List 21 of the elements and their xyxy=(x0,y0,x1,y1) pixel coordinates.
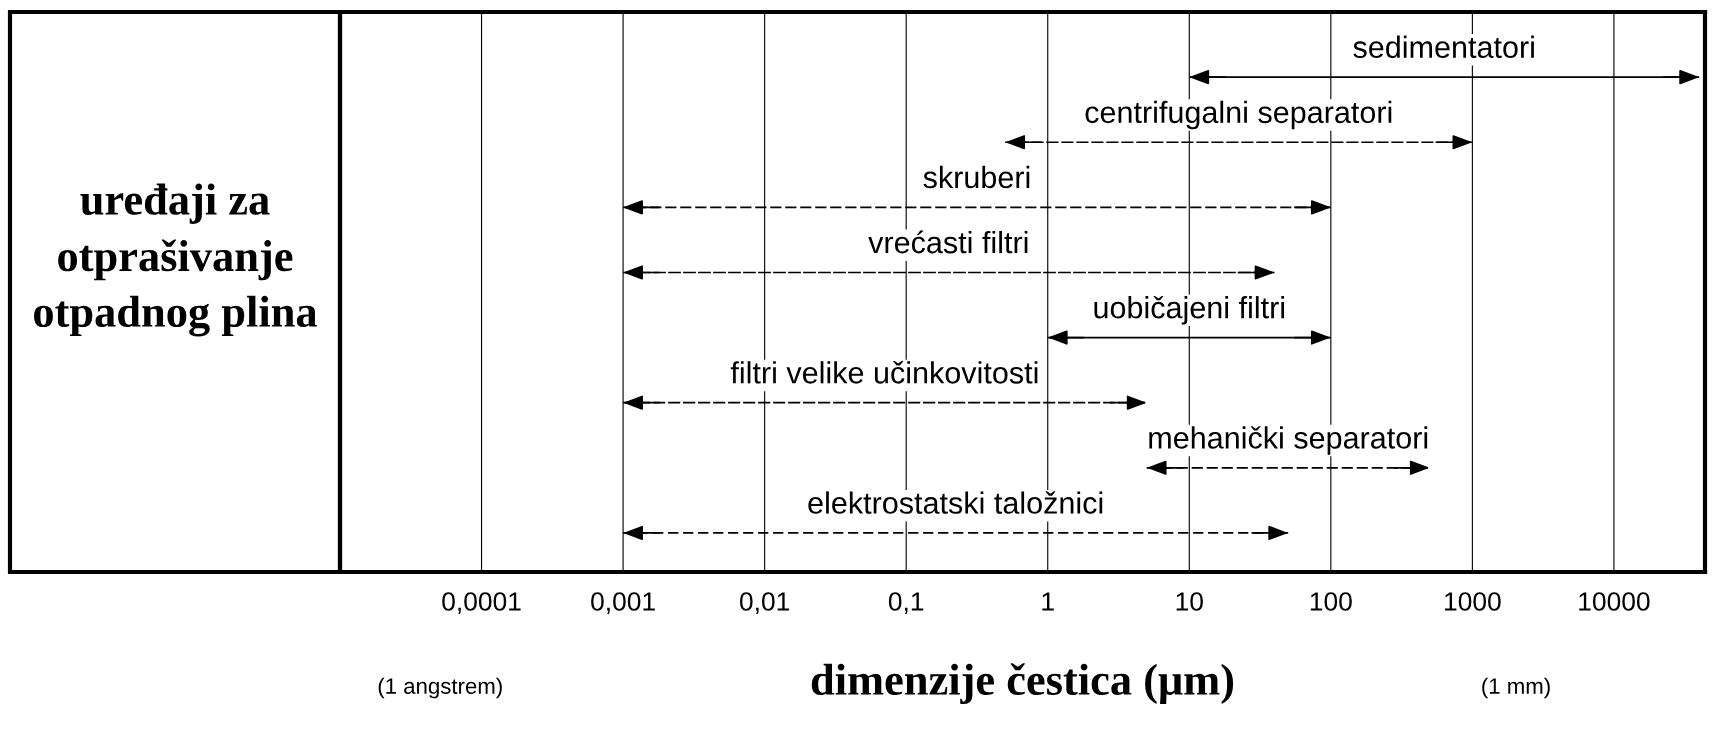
x-tick-label: 0,001 xyxy=(591,592,655,614)
y-tick-label: filtri velike učinkovitosti xyxy=(730,361,1038,384)
y-tick-label: mehanički separatori xyxy=(1149,426,1428,455)
x-tick-label: 1 xyxy=(1042,592,1054,611)
x-tick-label: 100 xyxy=(1310,592,1352,611)
x-tick-label: 0,1 xyxy=(888,592,924,614)
y-tick-label: elektrostatski taložnici xyxy=(808,491,1103,514)
x-tick-label: 1000 xyxy=(1445,592,1501,611)
x-tick-label: 0,0001 xyxy=(442,592,521,614)
y-axis-title: uređaji za otprašivanje otpadnog plina xyxy=(34,183,317,337)
y-tick-label: skruberi xyxy=(923,165,1030,189)
x-tick-label: 0,01 xyxy=(739,592,790,614)
x-axis-title: dimenzije čestica (μm) xyxy=(811,663,1234,705)
text: (1 angstrem) xyxy=(378,677,502,699)
y-tick-label: centrifugalni separatori xyxy=(1085,100,1392,130)
x-tick-label: 10 xyxy=(1176,592,1203,611)
y-tick-label: uobičajeni filtri xyxy=(1094,295,1285,325)
y-tick-label: vrećasti filtri xyxy=(868,230,1028,254)
x-tick-label: 10000 xyxy=(1579,592,1650,611)
y-tick-label: sedimentatori xyxy=(1353,35,1534,59)
text: (1 mm) xyxy=(1482,677,1550,699)
